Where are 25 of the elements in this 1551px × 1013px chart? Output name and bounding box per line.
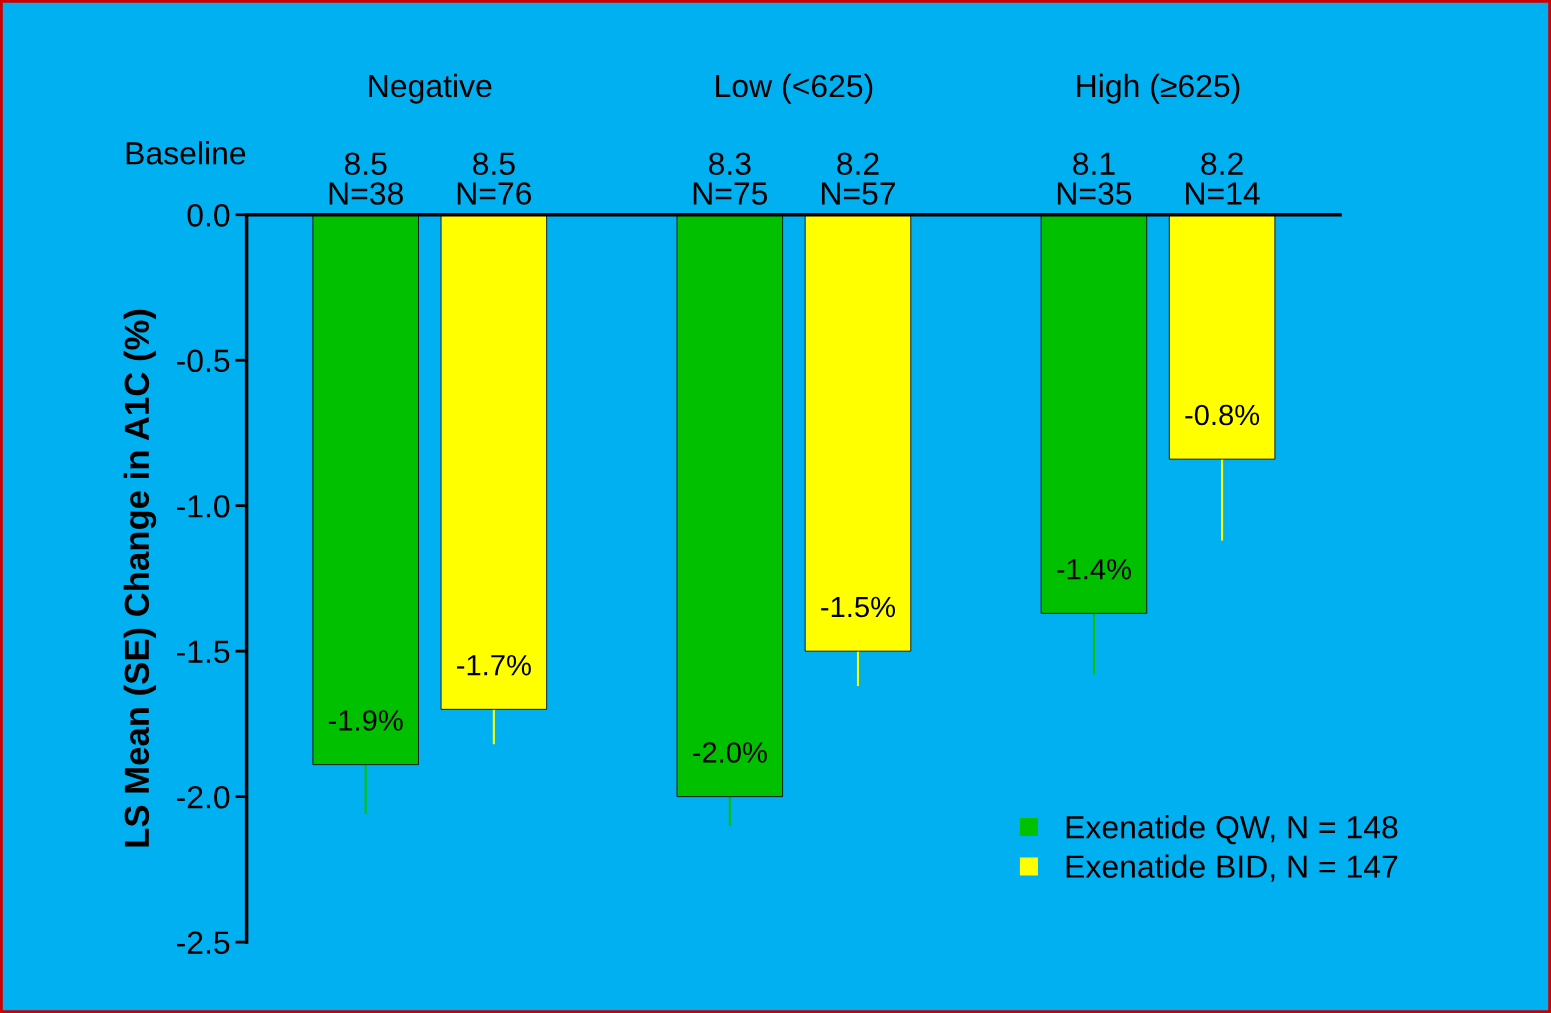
text: 8.5 N=76 [457, 152, 532, 205]
data-label: -0.8% [1185, 404, 1260, 426]
text: 8.2 N=14 [1186, 152, 1260, 205]
data-label: -2.0% [693, 742, 767, 763]
legend-label: Exenatide BID, N = 147 [1066, 854, 1398, 882]
y-tick-label: -1.0 [177, 494, 230, 518]
data-label: -1.7% [457, 654, 531, 676]
y-tick-label: -2.5 [177, 931, 230, 954]
text: 8.5 N=38 [329, 152, 403, 205]
y-tick-label: -2.0 [177, 785, 230, 809]
y-tick-label: -1.5 [177, 640, 230, 664]
y-tick-label: -0.5 [177, 349, 230, 373]
legend-label: Exenatide QW, N = 148 [1066, 815, 1398, 845]
data-label: -1.9% [328, 710, 403, 731]
text: 8.2 N=57 [821, 152, 895, 205]
text: Baseline [126, 141, 246, 165]
x-tick-label: Low (<625) [716, 73, 873, 104]
text: 8.3 N=75 [693, 152, 768, 205]
data-label: -1.5% [821, 596, 896, 618]
text: 8.1 N=35 [1057, 152, 1132, 205]
y-axis-title: LS Mean (SE) Change in A1C (%) [123, 309, 157, 847]
data-label: -1.4% [1057, 558, 1131, 580]
x-tick-label: High (≥625) [1077, 73, 1240, 104]
x-tick-label: Negative [369, 73, 492, 104]
y-tick-label: 0.0 [187, 204, 230, 227]
